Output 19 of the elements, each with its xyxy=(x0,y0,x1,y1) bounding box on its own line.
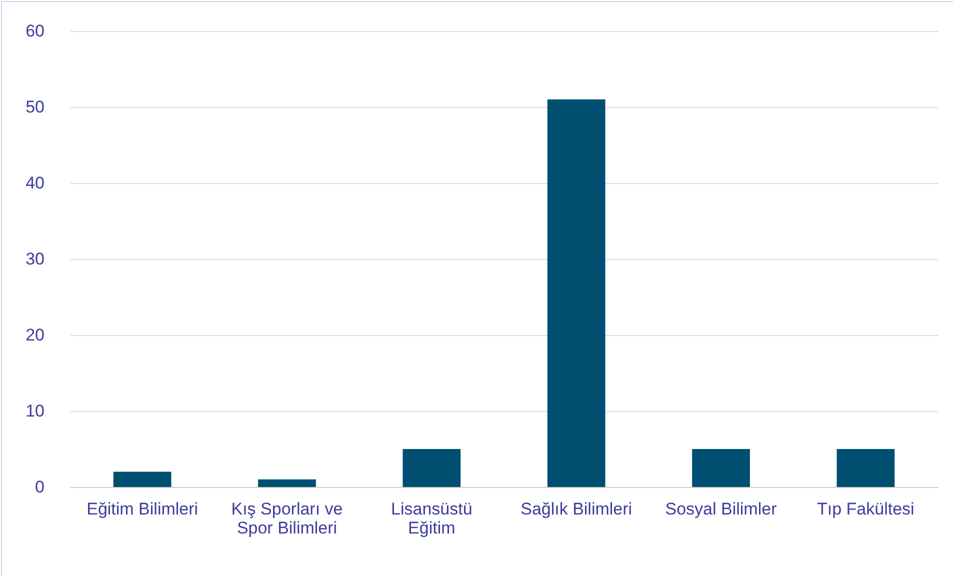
x-tick-label: Kış Sporları ve Spor Bilimleri xyxy=(231,500,343,538)
bar xyxy=(547,99,606,487)
x-tick-label: Sağlık Bilimleri xyxy=(520,500,632,518)
y-tick-label: 40 xyxy=(26,174,44,192)
y-tick-label: 0 xyxy=(35,478,44,496)
x-tick-label: Sosyal Bilimler xyxy=(665,500,778,518)
y-tick-label: 10 xyxy=(26,402,44,420)
bar xyxy=(836,449,895,487)
bar xyxy=(113,472,172,487)
y-tick-label: 20 xyxy=(26,326,44,344)
bar xyxy=(258,479,316,487)
x-tick-label: Eğitim Bilimleri xyxy=(86,500,198,518)
y-tick-label: 60 xyxy=(26,22,44,40)
bar xyxy=(692,449,750,487)
x-tick-label: Tıp Fakültesi xyxy=(817,500,914,518)
x-tick-label: Lisansüstü Eğitim xyxy=(391,500,472,538)
y-tick-label: 30 xyxy=(26,250,44,268)
bar xyxy=(402,449,461,487)
y-tick-label: 50 xyxy=(26,98,44,116)
